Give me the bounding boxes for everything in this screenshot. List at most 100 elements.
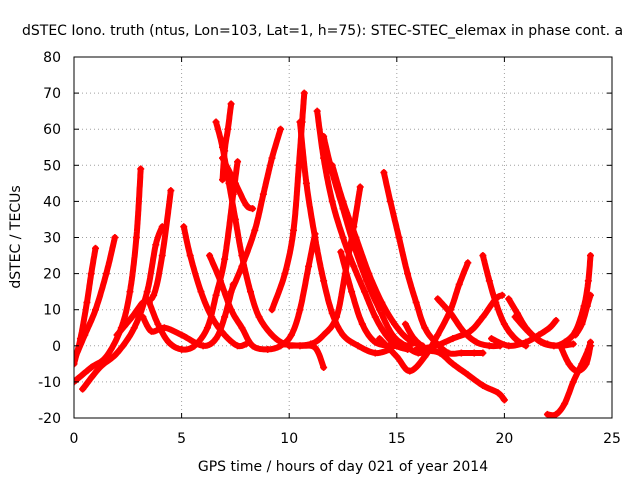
series-21-point (434, 331, 442, 339)
tick-layer: 0 5 10 15 20 25 -20 -10 0 10 20 30 40 50 60 70 80 (38, 50, 621, 447)
series-11-point (218, 154, 226, 162)
series-24-point (485, 342, 493, 350)
series-7-point (197, 288, 205, 296)
series-4-point (167, 187, 175, 195)
series-14-point (311, 234, 319, 241)
series-17-point (339, 197, 347, 205)
x-tick-label: 15 (388, 431, 406, 447)
series-9-point (255, 313, 263, 321)
series-25-point (485, 277, 493, 285)
series-23-point (432, 342, 440, 350)
series-8-point (206, 252, 214, 260)
series-3-point (152, 241, 160, 249)
series-28-point (550, 342, 558, 350)
series-13-point (295, 161, 303, 169)
series-0-point (74, 360, 78, 368)
series-17-point (404, 335, 412, 343)
series-18-point (350, 223, 358, 231)
series-13-point (268, 306, 276, 314)
series-15-point (382, 331, 390, 339)
series-0-point (83, 298, 91, 306)
series-21-point (393, 353, 401, 361)
series-6-point (178, 345, 186, 353)
series-group (74, 89, 594, 418)
series-31-point (586, 291, 594, 299)
series-18-point (356, 183, 364, 191)
series-4-point (128, 313, 136, 321)
series-7-point (221, 331, 229, 339)
series-28-point (561, 338, 569, 346)
series-5-point (139, 313, 147, 321)
series-14-point (339, 331, 347, 339)
series-2-trace (74, 165, 144, 385)
y-axis-label: dSTEC / TECUs (8, 185, 24, 288)
y-tick-label: 30 (43, 231, 61, 247)
series-14-trace (297, 119, 394, 357)
series-31-point (583, 302, 591, 310)
x-axis-label: GPS time / hours of day 021 of year 2014 (198, 459, 488, 475)
series-28-point (586, 252, 594, 260)
series-9-point (231, 215, 239, 223)
series-9-point (268, 331, 276, 339)
series-20-point (479, 349, 487, 357)
series-18-trace (286, 184, 364, 349)
series-29-point (569, 378, 577, 386)
series-26-point (487, 335, 495, 343)
series-3-trace (79, 223, 166, 393)
series-18-point (333, 313, 341, 321)
series-6-point (203, 324, 211, 332)
series-2-point (137, 165, 145, 173)
y-tick-label: 0 (52, 339, 61, 355)
series-18-point (307, 340, 315, 348)
series-15-point (339, 234, 347, 241)
series-20-point (380, 169, 388, 177)
series-6-point (212, 291, 220, 299)
series-25-trace (479, 252, 529, 349)
series-26-point (552, 317, 560, 325)
series-29-point (561, 400, 569, 408)
series-2-point (87, 363, 95, 371)
series-12-point (238, 262, 246, 270)
series-19-point (348, 288, 356, 296)
series-21-point (464, 259, 472, 267)
series-1-point (102, 270, 110, 278)
series-31-point (571, 331, 579, 339)
series-6-point (145, 298, 153, 306)
series-6-point (191, 342, 199, 350)
series-7-point (208, 313, 216, 321)
series-13-point (290, 226, 298, 234)
series-4-point (150, 291, 158, 299)
series-5-point (212, 335, 220, 343)
series-30-point (586, 342, 594, 350)
series-8-point (216, 277, 224, 285)
chart-title: dSTEC Iono. truth (ntus, Lon=103, Lat=1,… (22, 23, 623, 39)
series-22-point (479, 382, 487, 390)
series-15-point (313, 107, 321, 115)
series-16-point (388, 331, 396, 339)
series-29-trace (544, 339, 594, 418)
series-5-point (147, 327, 155, 335)
y-tick-label: 70 (43, 86, 61, 102)
series-9-point (246, 288, 254, 296)
series-25-point (500, 320, 508, 328)
series-14-point (320, 277, 328, 285)
series-31-trace (572, 292, 594, 338)
series-0-point (87, 270, 95, 278)
series-1-point (74, 356, 78, 364)
series-0-point (92, 244, 100, 252)
series-7-point (186, 252, 194, 260)
series-7-trace (180, 223, 250, 350)
series-13-point (300, 89, 308, 97)
series-10-trace (219, 100, 235, 183)
series-10-point (227, 100, 235, 108)
series-3-point (113, 349, 121, 357)
series-5-point (221, 313, 229, 321)
series-24-point (472, 338, 480, 346)
series-10-point (224, 125, 232, 133)
series-30-point (565, 360, 573, 368)
series-22-point (464, 371, 472, 379)
series-15-point (361, 288, 369, 296)
series-21-point (376, 335, 384, 343)
series-16-point (320, 132, 328, 140)
series-2-point (132, 234, 140, 241)
